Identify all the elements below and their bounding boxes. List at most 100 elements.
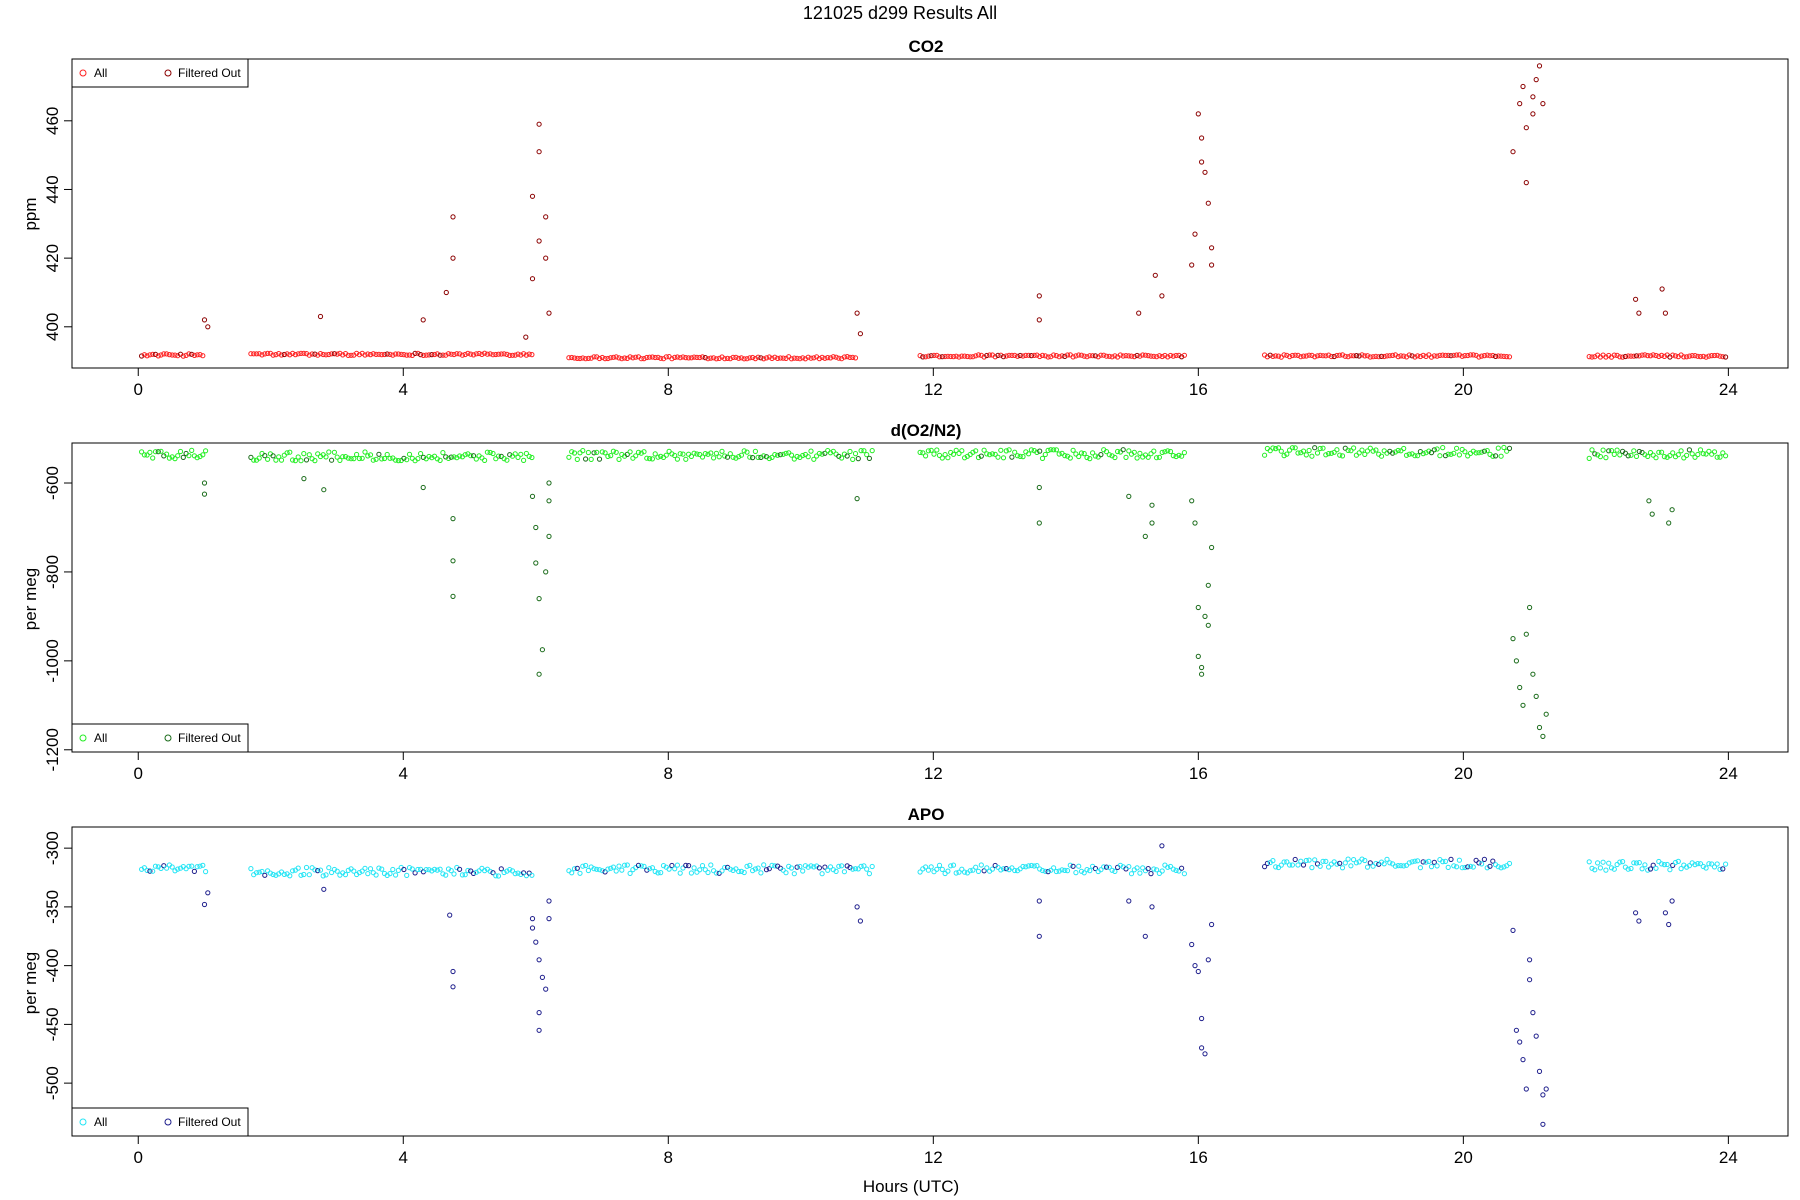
data-point [1445, 864, 1451, 871]
data-point [1142, 533, 1148, 540]
data-point [1034, 863, 1040, 869]
data-point [761, 862, 767, 868]
data-point [420, 352, 426, 358]
data-point [546, 916, 552, 922]
data-point [418, 451, 424, 457]
data-point [1662, 310, 1669, 316]
data-point [839, 455, 845, 461]
data-point [459, 872, 465, 878]
data-point [150, 868, 156, 874]
data-point [596, 867, 603, 873]
data-point [1353, 452, 1360, 458]
data-point [1395, 447, 1401, 454]
data-point [337, 872, 343, 878]
data-point [284, 450, 290, 456]
data-point [1136, 310, 1142, 316]
data-point [1650, 452, 1656, 458]
data-point [331, 449, 337, 455]
data-point [663, 452, 669, 458]
data-point [705, 356, 711, 362]
data-point [1428, 450, 1435, 456]
data-point [1048, 447, 1054, 453]
data-point [1137, 870, 1143, 876]
data-point [1359, 447, 1365, 453]
data-point [270, 453, 276, 459]
data-point [1156, 353, 1163, 359]
data-point [278, 352, 285, 358]
data-point [462, 452, 468, 458]
data-point [1695, 353, 1701, 359]
data-point [1195, 604, 1201, 611]
data-point [1523, 1086, 1529, 1092]
data-point [1009, 454, 1015, 460]
data-point [1661, 862, 1668, 868]
data-point [1306, 352, 1312, 358]
data-point [805, 864, 811, 870]
data-point [699, 863, 706, 869]
data-point [1126, 864, 1132, 870]
data-point [515, 870, 521, 876]
data-point [655, 354, 661, 360]
data-point [450, 558, 456, 564]
data-point [736, 355, 742, 361]
data-point [1376, 354, 1382, 360]
data-point [1442, 858, 1449, 865]
data-point [144, 867, 150, 874]
data-point [1622, 353, 1629, 360]
data-point [1364, 864, 1371, 870]
data-point [1440, 445, 1446, 451]
data-point [1303, 857, 1309, 864]
data-point [312, 458, 318, 464]
legend-label: All [94, 1115, 107, 1129]
data-point [672, 452, 678, 459]
data-point [1625, 453, 1631, 459]
data-point [473, 351, 479, 357]
data-point [1617, 354, 1623, 360]
y-tick-label: -600 [43, 466, 62, 500]
data-point [158, 865, 164, 872]
y-tick-label: -400 [43, 949, 62, 983]
data-point [390, 352, 396, 358]
data-point [580, 355, 586, 361]
data-point [1151, 866, 1157, 872]
x-axis-label: Hours (UTC) [863, 1177, 959, 1196]
data-point [526, 351, 532, 357]
data-point [1517, 684, 1523, 691]
data-point [1328, 353, 1335, 360]
data-point [451, 351, 457, 358]
panel-apo: APO per meg 0 4 8 12 16 20 24 -500 -450 -400 -350 -… [21, 805, 1789, 1167]
data-point [1670, 450, 1676, 456]
data-point [1023, 352, 1029, 358]
data-point [1586, 859, 1592, 865]
data-point [852, 866, 859, 872]
data-point [1137, 353, 1143, 359]
data-point [379, 456, 385, 462]
data-point [1084, 354, 1090, 360]
data-point [495, 873, 502, 879]
data-point [420, 454, 426, 460]
data-point [1378, 453, 1385, 459]
data-point [1026, 451, 1032, 457]
data-point [1501, 444, 1507, 451]
data-point [334, 351, 340, 357]
data-point [381, 351, 388, 358]
data-point [649, 354, 656, 360]
legend-label: All [94, 731, 107, 745]
data-point [1328, 450, 1335, 456]
data-point [1506, 860, 1513, 867]
data-point [1014, 453, 1021, 459]
data-point [440, 352, 446, 358]
data-point [1202, 1051, 1208, 1057]
data-point [1420, 451, 1426, 457]
data-point [323, 872, 329, 878]
data-point [761, 356, 767, 362]
data-point [1686, 353, 1693, 359]
data-point [680, 451, 686, 457]
legend: All Filtered Out [71, 723, 249, 753]
data-point [443, 872, 449, 878]
data-point [281, 871, 287, 878]
data-point [747, 862, 753, 869]
data-point [1412, 453, 1418, 459]
data-point [1428, 864, 1435, 870]
data-point [1112, 868, 1118, 875]
